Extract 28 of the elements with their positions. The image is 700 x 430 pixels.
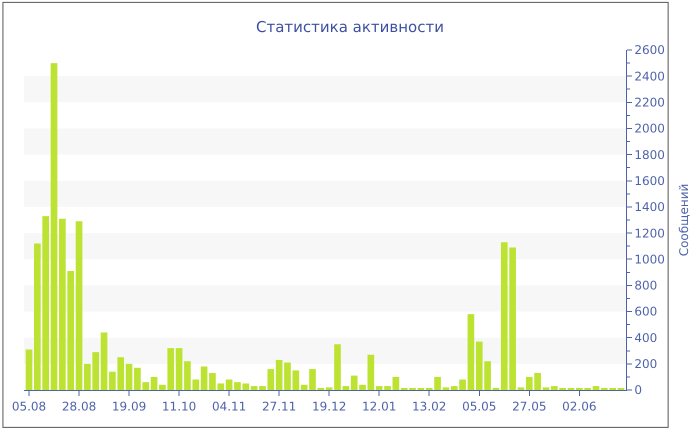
x-tick-label: 02.06 (562, 399, 596, 414)
y-tick-label: 800 (634, 278, 658, 293)
y-tick-label: 1200 (634, 226, 665, 240)
y-tick-label: 1000 (634, 252, 665, 266)
y-tick-label: 1800 (634, 148, 665, 162)
x-tick-label: 27.11 (262, 399, 296, 414)
x-tick-label: 28.08 (62, 399, 96, 414)
y-tick-label: 2400 (634, 69, 665, 84)
y-tick-label: 200 (634, 357, 658, 372)
chart-title: Статистика активности (256, 18, 444, 36)
x-tick-label: 12.01 (362, 399, 396, 414)
x-tick-label: 11.10 (162, 399, 196, 414)
y-tick-label: 400 (634, 330, 658, 345)
x-tick-label: 13.02 (412, 399, 446, 414)
x-tick-label: 19.09 (112, 399, 146, 414)
x-tick-label: 04.11 (212, 399, 246, 414)
x-tick-label: 19.12 (312, 399, 346, 414)
x-tick-label: 27.05 (512, 399, 546, 414)
y-tick-label: 600 (634, 304, 658, 319)
y-tick-label: 1400 (634, 200, 665, 214)
y-tick-label: 0 (634, 383, 642, 398)
y-tick-label: 2600 (634, 43, 665, 58)
y-tick-label: 2000 (634, 122, 665, 136)
x-tick-label: 05.05 (462, 399, 496, 414)
y-axis-title: Сообщений (676, 184, 691, 256)
y-tick-label: 2200 (634, 96, 665, 110)
y-tick-label: 1600 (634, 174, 665, 188)
x-tick-label: 05.08 (12, 399, 46, 414)
